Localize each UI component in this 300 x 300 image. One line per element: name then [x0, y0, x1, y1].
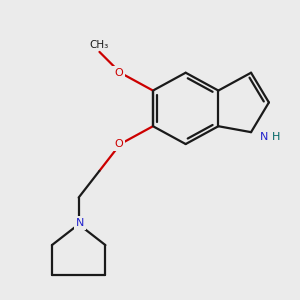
Text: N: N — [260, 132, 268, 142]
Text: CH₃: CH₃ — [90, 40, 109, 50]
Text: N: N — [76, 218, 84, 228]
Text: O: O — [114, 68, 123, 78]
Text: O: O — [114, 139, 123, 149]
Text: H: H — [272, 132, 280, 142]
